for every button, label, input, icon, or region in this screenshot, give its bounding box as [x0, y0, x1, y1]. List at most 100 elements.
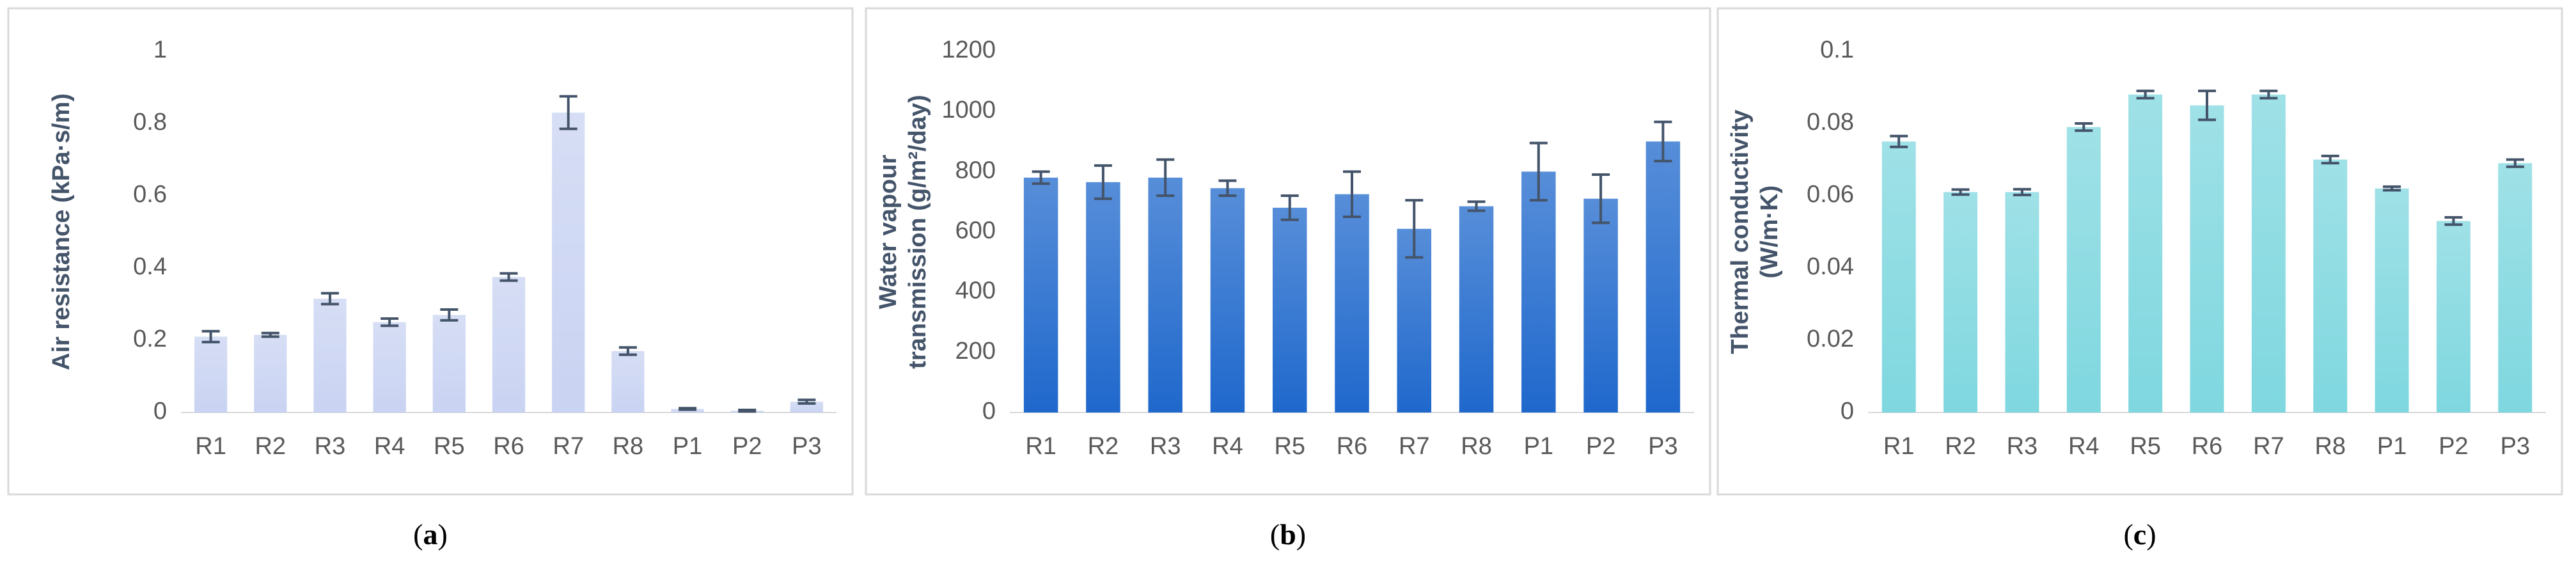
y-tick-label: 0.04	[1807, 253, 1854, 280]
y-axis-label: transmission (g/m²/day)	[904, 95, 931, 369]
x-tick-label: R6	[1337, 433, 1368, 460]
y-tick-label: 1200	[941, 36, 996, 63]
bar	[1881, 141, 1916, 413]
error-bar	[1467, 200, 1486, 212]
y-tick-label: 0.06	[1807, 181, 1854, 208]
error-bar	[1343, 170, 1361, 218]
x-tick-label: R8	[613, 433, 644, 460]
error-bar	[1890, 134, 1908, 148]
bar	[2066, 127, 2101, 413]
x-tick-label: R2	[1945, 433, 1976, 460]
error-bar	[2013, 187, 2031, 196]
y-axis-label: Air resistance (kPa·s/m)	[48, 93, 75, 370]
panel-frame	[865, 7, 1711, 496]
x-tick-label: R3	[1150, 433, 1181, 460]
y-tick-label: 200	[955, 338, 996, 365]
bar	[1645, 141, 1681, 413]
error-bar	[2075, 122, 2093, 132]
x-tick-label: R4	[2068, 433, 2100, 460]
caption-part: (	[2123, 518, 2133, 551]
x-tick-label: P2	[1586, 433, 1615, 460]
x-tick-label: P2	[2439, 433, 2468, 460]
error-bar	[1156, 158, 1175, 197]
caption: (b)	[1270, 518, 1306, 551]
y-axis-label: Water vapour	[875, 155, 902, 310]
bar	[2375, 188, 2409, 413]
x-tick-label: P1	[2377, 433, 2407, 460]
y-tick-label: 0.4	[133, 253, 167, 280]
caption-part: )	[438, 518, 448, 551]
x-tick-label: R6	[493, 433, 524, 460]
x-tick-label: R5	[1274, 433, 1305, 460]
y-tick-label: 0.08	[1807, 109, 1854, 136]
x-tick-label: R2	[255, 433, 286, 460]
y-axis-label: (W/m·K)	[1756, 185, 1783, 279]
y-tick-label: 0.6	[133, 181, 167, 208]
y-tick-label: 0	[982, 398, 996, 425]
y-tick-label: 0.8	[133, 109, 167, 136]
bar	[1272, 207, 1307, 413]
error-bar	[1405, 199, 1424, 259]
x-tick-label: R7	[553, 433, 584, 460]
caption-part: )	[2146, 518, 2156, 551]
x-tick-label: R2	[1088, 433, 1119, 460]
bar	[373, 322, 406, 413]
bar	[1023, 177, 1058, 413]
y-tick-label: 600	[955, 217, 996, 244]
x-tick-label: R7	[2253, 433, 2284, 460]
error-bar	[440, 308, 459, 322]
caption-part: (	[1270, 518, 1280, 551]
caption: (c)	[2123, 518, 2156, 551]
y-tick-label: 0.02	[1807, 326, 1854, 352]
caption: (a)	[413, 518, 448, 551]
x-tick-label: P1	[1524, 433, 1553, 460]
x-tick-label: R8	[1461, 433, 1492, 460]
bar	[194, 336, 228, 413]
bar	[552, 113, 585, 413]
bar	[611, 350, 645, 413]
bar	[1397, 228, 1432, 413]
panel: 0 0.02 0.04 0.06 0.08 0.1 R1 R2 R3 R4 R5 R6 R7 R8 P1 P2…	[1716, 7, 2563, 551]
x-tick-label: R3	[2007, 433, 2038, 460]
bar	[2251, 94, 2286, 413]
caption-part: c	[2133, 518, 2146, 551]
y-tick-label: 1	[153, 36, 167, 63]
error-bar	[618, 346, 637, 356]
x-tick-label: R1	[1025, 433, 1056, 460]
x-tick-label: R5	[2130, 433, 2161, 460]
x-tick-label: P3	[792, 433, 821, 460]
error-bar	[1654, 120, 1672, 162]
panel: 0 0.2 0.4 0.6 0.8 1 R1 R2 R3 R4 R5 R6 R7 R8 P1 P2 P3 Air …	[7, 7, 854, 551]
x-tick-label: R7	[1399, 433, 1430, 460]
y-tick-label: 0	[1841, 398, 1854, 425]
x-tick-label: P3	[1648, 433, 1677, 460]
y-tick-label: 0.2	[133, 326, 167, 352]
error-bar	[2259, 90, 2278, 100]
bar	[254, 334, 287, 413]
bar	[432, 315, 466, 413]
x-tick-label: R8	[2314, 433, 2346, 460]
y-tick-label: 0.1	[1820, 36, 1854, 63]
y-axis-label: Thermal conductivity	[1727, 109, 1754, 354]
x-tick-label: R5	[434, 433, 465, 460]
caption-part: (	[413, 518, 423, 551]
error-bar	[738, 409, 757, 413]
x-tick-label: R1	[195, 433, 226, 460]
bar	[1086, 182, 1120, 413]
error-bar	[499, 272, 518, 282]
x-tick-label: R1	[1883, 433, 1915, 460]
error-bar	[2506, 158, 2524, 168]
bar	[2190, 105, 2224, 413]
error-bar	[1280, 194, 1299, 221]
caption-part: b	[1280, 518, 1296, 551]
bar	[2005, 192, 2039, 413]
bar	[1210, 188, 1245, 413]
caption-part: a	[423, 518, 438, 551]
error-bar	[320, 292, 339, 306]
panel: 0 200 400 600 800 1000 1200 R1 R2 R3 R4 R5 R6 R7 R8 P1 P…	[865, 7, 1711, 551]
error-bar	[1951, 188, 1970, 196]
bar	[2498, 163, 2533, 413]
error-bar	[1032, 170, 1050, 185]
error-bar	[559, 95, 577, 130]
